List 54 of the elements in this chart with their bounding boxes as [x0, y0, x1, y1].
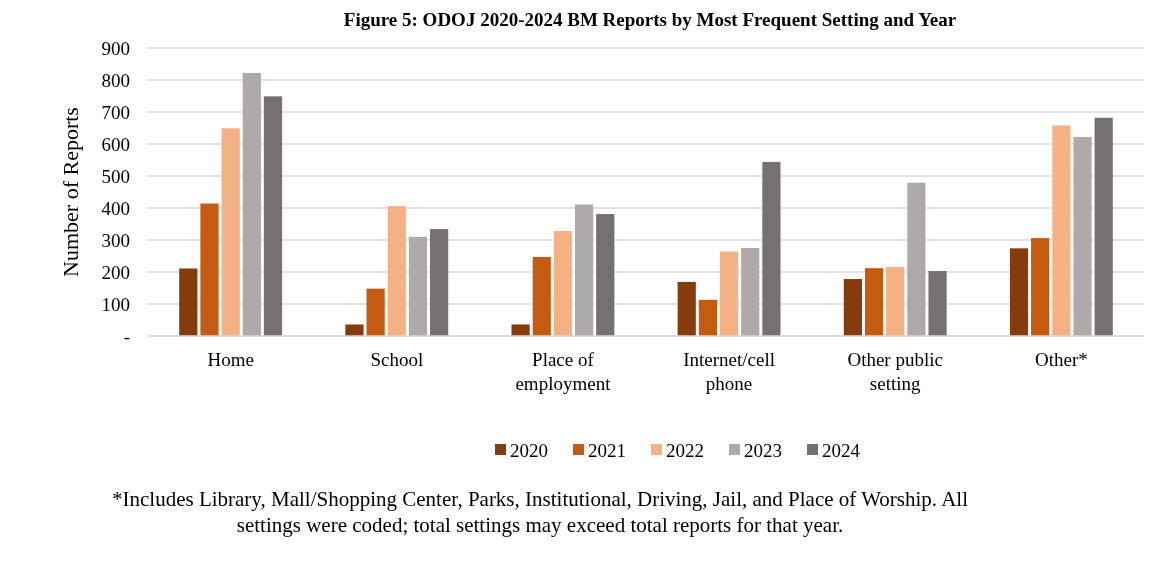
- x-tick-label: Other public setting: [847, 349, 943, 394]
- x-tick-label: Place of employment: [515, 349, 612, 394]
- y-tick-label: 900: [101, 37, 130, 59]
- bar: [345, 324, 364, 336]
- bar: [864, 268, 884, 336]
- bar: [408, 236, 428, 336]
- y-tick-label: 600: [101, 133, 130, 155]
- bar: [886, 266, 905, 336]
- bar: [387, 206, 406, 336]
- x-tick-label: Internet/cell phone: [683, 349, 775, 394]
- y-tick-label: 200: [101, 261, 130, 283]
- x-tick-label: School: [370, 349, 424, 370]
- bar: [553, 231, 573, 336]
- legend-label: 2020: [510, 439, 548, 461]
- x-tick-label: Other*: [1034, 349, 1088, 370]
- y-tick-label: 800: [101, 69, 130, 91]
- y-tick-label: 300: [101, 229, 130, 251]
- bar: [1094, 117, 1113, 336]
- y-tick-label: -: [123, 325, 130, 347]
- bar: [532, 256, 551, 336]
- legend-label: 2024: [822, 439, 861, 461]
- bar: [843, 279, 862, 336]
- bar: [719, 251, 739, 336]
- bar: [366, 288, 385, 336]
- bar: [242, 72, 261, 336]
- bar: [907, 182, 926, 336]
- bar: [741, 248, 760, 336]
- legend-label: 2022: [666, 439, 704, 461]
- bar: [928, 271, 947, 336]
- bar: [1073, 136, 1092, 336]
- bar: [575, 204, 594, 336]
- bar: [1009, 248, 1029, 336]
- bar: [179, 268, 198, 336]
- bar: [511, 324, 530, 336]
- y-tick-label: 500: [101, 165, 130, 187]
- legend-label: 2021: [588, 439, 626, 461]
- y-tick-label: 100: [101, 293, 130, 315]
- bar: [1031, 238, 1050, 336]
- bar: [762, 161, 781, 336]
- chart-title: Figure 5: ODOJ 2020-2024 BM Reports by Most Frequent Setting and Year: [343, 9, 957, 30]
- bar: [263, 96, 283, 336]
- bar: [1052, 125, 1071, 336]
- legend-label: 2023: [744, 439, 782, 461]
- x-tick-label: Home: [207, 349, 254, 370]
- y-tick-label: 400: [101, 197, 130, 219]
- bar: [200, 203, 219, 336]
- bar: [221, 128, 240, 336]
- bar: [677, 281, 696, 336]
- bar: [698, 299, 717, 336]
- y-axis-title: Number of Reports: [58, 107, 83, 277]
- bar: [596, 214, 615, 336]
- text: *Includes Library, Mall/Shopping Center, Parks, Institutional, Driving, Jail, and Place of Worship. All settings were coded; total settings may exceed total reports for that year.: [111, 486, 969, 538]
- bar: [430, 229, 449, 336]
- y-tick-label: 700: [101, 101, 130, 123]
